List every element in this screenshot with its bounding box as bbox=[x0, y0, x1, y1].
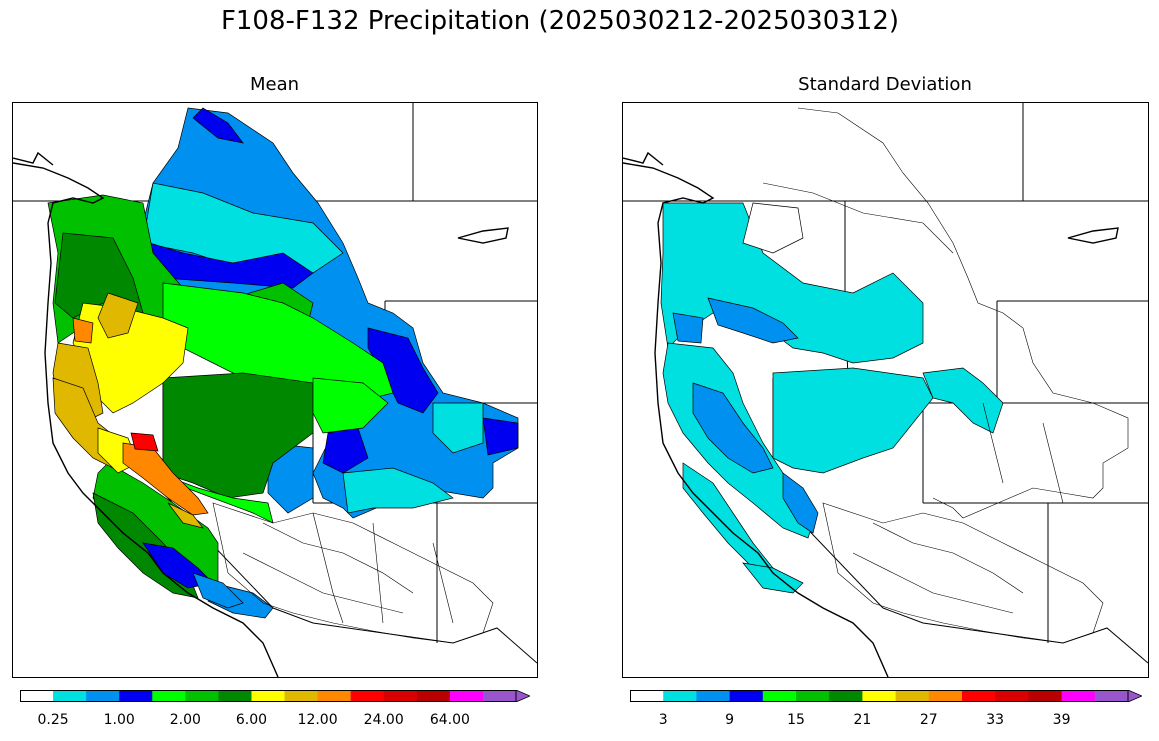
colorbar-segment bbox=[218, 690, 252, 702]
colorbar-segment bbox=[862, 690, 897, 702]
colorbar-tick-label: 24.00 bbox=[363, 712, 404, 728]
colorbar-segment bbox=[185, 690, 219, 702]
mean-white-basins bbox=[212, 502, 494, 644]
colorbar-tick-label: 12.00 bbox=[297, 712, 338, 728]
colorbar-segment bbox=[895, 690, 930, 702]
colorbar-tick-label: 6.00 bbox=[235, 712, 268, 728]
figure-title: F108-F132 Precipitation (2025030212-2025… bbox=[220, 6, 900, 36]
colorbar-tick-label: 39 bbox=[1052, 712, 1071, 728]
std-white-basins bbox=[762, 107, 1129, 644]
colorbar-segment bbox=[53, 690, 87, 702]
colorbar-segment bbox=[1061, 690, 1096, 702]
colorbar-segment bbox=[317, 690, 352, 702]
colorbar-segment bbox=[482, 690, 516, 702]
mean-map bbox=[12, 102, 538, 678]
colorbar-segment bbox=[995, 690, 1029, 702]
mean-coastline bbox=[13, 151, 509, 677]
colorbar-segment bbox=[1094, 690, 1128, 702]
colorbar-segment bbox=[796, 690, 830, 702]
colorbar-tick-label: 9 bbox=[725, 712, 735, 728]
colorbar-segment bbox=[20, 690, 54, 702]
colorbar-outline bbox=[20, 690, 517, 702]
colorbar-segment bbox=[630, 690, 664, 702]
std-panel-title: Standard Deviation bbox=[798, 74, 972, 95]
colorbar-segment bbox=[284, 690, 319, 702]
mean-colorbar bbox=[20, 690, 530, 702]
std-colorbar bbox=[630, 690, 1142, 702]
mean-panel-title: Mean bbox=[249, 74, 300, 95]
colorbar-segment bbox=[350, 690, 385, 702]
std-coastline bbox=[623, 151, 1119, 677]
colorbar-segment bbox=[251, 690, 286, 702]
colorbar-tick-label: 33 bbox=[986, 712, 1005, 728]
colorbar-tick-label: 1.00 bbox=[103, 712, 135, 728]
colorbar-segment bbox=[383, 690, 418, 702]
colorbar-segment bbox=[416, 690, 451, 702]
colorbar-segment bbox=[119, 690, 153, 702]
colorbar-tick-label: 27 bbox=[919, 712, 938, 728]
colorbar-segment bbox=[152, 690, 186, 702]
colorbar-tick-label: 2.00 bbox=[169, 712, 201, 728]
colorbar-segment bbox=[962, 690, 996, 702]
colorbar-tick-label: 64.00 bbox=[429, 712, 470, 728]
std-map bbox=[622, 102, 1149, 678]
colorbar-segment bbox=[729, 690, 764, 702]
colorbar-extend-arrow bbox=[1127, 690, 1142, 702]
mean-warm-basins bbox=[52, 292, 209, 529]
colorbar-segment bbox=[928, 690, 963, 702]
colorbar-segment bbox=[1028, 690, 1063, 702]
colorbar-tick-label: 21 bbox=[853, 712, 872, 728]
colorbar-segment bbox=[829, 690, 863, 702]
colorbar-outline bbox=[630, 690, 1129, 702]
colorbar-tick-label: 15 bbox=[787, 712, 805, 728]
colorbar-segment bbox=[86, 690, 120, 702]
colorbar-segment bbox=[449, 690, 484, 702]
colorbar-tick-label: 3 bbox=[658, 712, 668, 728]
colorbar-segment bbox=[696, 690, 731, 702]
std-map-svg bbox=[623, 103, 1148, 677]
mean-map-svg bbox=[13, 103, 537, 677]
colorbar-tick-label: 0.25 bbox=[37, 712, 69, 728]
std-basins bbox=[660, 202, 1004, 594]
colorbar-extend-arrow bbox=[515, 690, 530, 702]
colorbar-segment bbox=[762, 690, 797, 702]
colorbar-segment bbox=[663, 690, 697, 702]
